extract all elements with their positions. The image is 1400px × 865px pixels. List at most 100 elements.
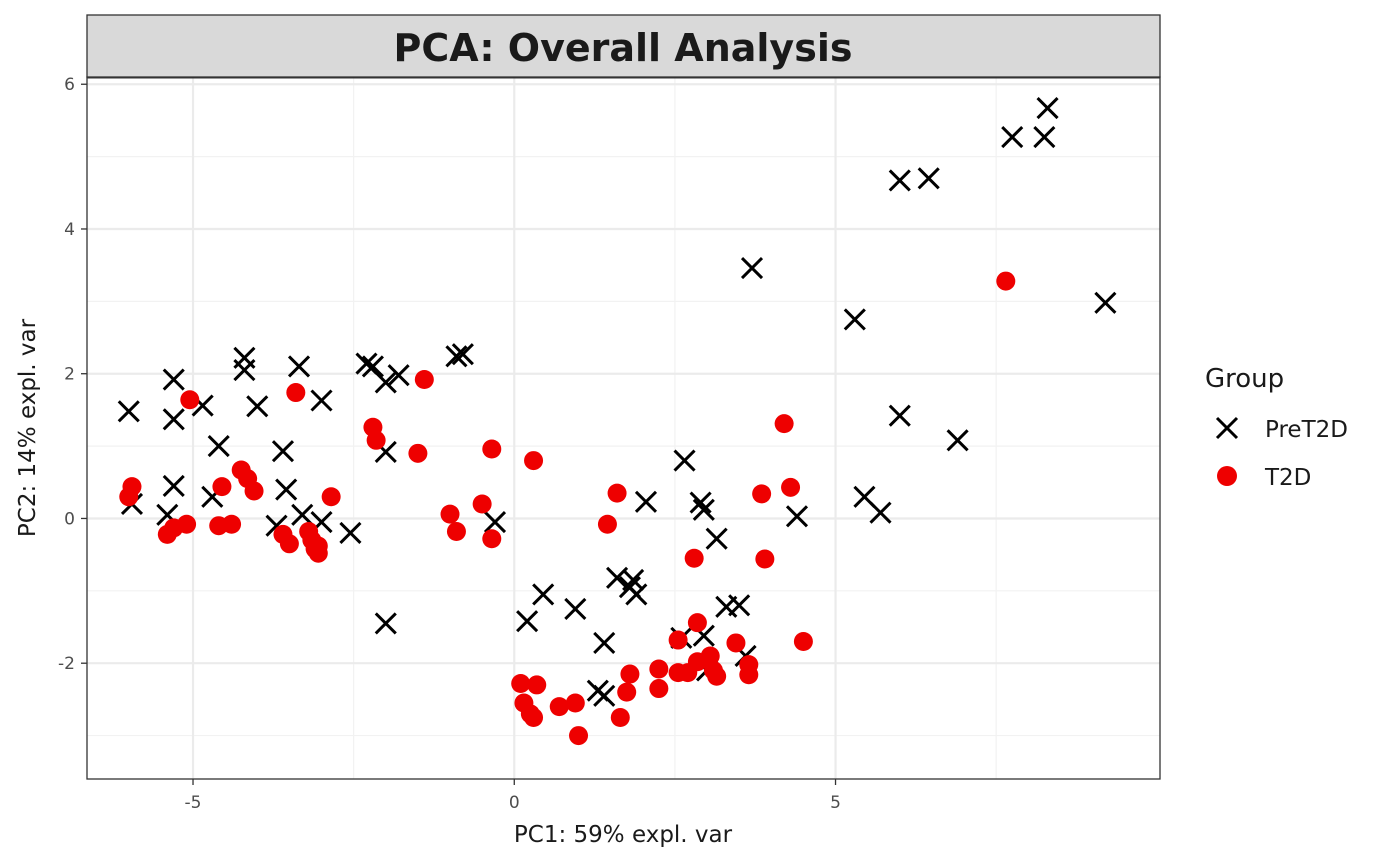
point-pret2d — [785, 505, 809, 528]
point-pret2d — [946, 429, 969, 452]
legend: Group PreT2D T2D — [1205, 364, 1348, 491]
point-t2d — [649, 659, 669, 679]
point-t2d — [739, 665, 759, 685]
point-t2d — [222, 514, 242, 534]
point-t2d — [286, 383, 306, 403]
point-t2d — [755, 549, 775, 569]
point-t2d — [774, 414, 794, 434]
y-axis-title: PC2: 14% expl. var — [15, 318, 41, 537]
point-pret2d — [271, 440, 295, 463]
point-t2d — [668, 630, 688, 650]
point-pret2d — [593, 631, 616, 655]
point-pret2d — [361, 355, 384, 378]
point-t2d — [707, 666, 727, 686]
point-pret2d — [843, 308, 866, 331]
point-pret2d — [207, 435, 230, 458]
series-t2d — [119, 271, 1016, 746]
point-pret2d — [888, 169, 911, 192]
point-t2d — [527, 675, 547, 695]
y-tick-label: 4 — [64, 220, 75, 240]
point-t2d — [687, 613, 707, 633]
point-pret2d — [374, 612, 397, 635]
point-pret2d — [593, 684, 616, 707]
point-t2d — [244, 481, 264, 501]
point-t2d — [726, 633, 746, 653]
legend-x-marker-icon — [1215, 416, 1239, 440]
point-pret2d — [387, 364, 410, 387]
point-t2d — [414, 370, 434, 390]
point-pret2d — [1094, 291, 1117, 314]
point-t2d — [617, 682, 637, 702]
y-tick-label: 2 — [64, 365, 75, 385]
x-axis: -5 0 5 — [185, 779, 841, 813]
point-t2d — [212, 477, 232, 497]
point-pret2d — [564, 597, 587, 620]
point-pret2d — [673, 449, 696, 472]
point-pret2d — [246, 395, 269, 418]
point-t2d — [524, 707, 544, 727]
major-gridlines — [87, 77, 1160, 779]
point-t2d — [549, 697, 569, 717]
point-t2d — [565, 693, 585, 713]
y-axis: -2 0 2 4 6 — [58, 75, 87, 674]
series-pret2d — [117, 97, 1117, 707]
point-pret2d — [162, 368, 185, 391]
point-pret2d — [339, 521, 362, 544]
x-tick-label: 0 — [509, 793, 520, 813]
point-t2d — [482, 439, 502, 459]
point-t2d — [511, 673, 531, 693]
point-t2d — [996, 271, 1016, 291]
point-pret2d — [483, 511, 507, 534]
legend-key-t2d: T2D — [1217, 465, 1311, 491]
point-t2d — [781, 477, 801, 497]
point-pret2d — [287, 355, 311, 378]
point-pret2d — [162, 408, 185, 431]
point-t2d — [472, 494, 492, 514]
point-pret2d — [275, 478, 298, 501]
x-tick-label: -5 — [185, 793, 202, 813]
point-pret2d — [445, 345, 468, 368]
point-t2d — [793, 631, 813, 651]
point-pret2d — [1036, 97, 1059, 120]
point-pret2d — [117, 400, 140, 423]
point-pret2d — [740, 256, 764, 280]
point-t2d — [440, 504, 460, 524]
point-t2d — [684, 548, 704, 568]
point-pret2d — [625, 583, 648, 606]
point-pret2d — [869, 501, 892, 524]
point-t2d — [752, 484, 772, 504]
chart-title: PCA: Overall Analysis — [394, 26, 853, 70]
point-pret2d — [634, 490, 658, 513]
point-t2d — [597, 514, 617, 534]
point-t2d — [482, 529, 502, 549]
point-pret2d — [917, 167, 940, 190]
point-pret2d — [888, 404, 911, 427]
point-t2d — [408, 443, 428, 463]
point-t2d — [321, 487, 341, 507]
point-pret2d — [728, 594, 751, 617]
point-pret2d — [374, 371, 397, 394]
point-pret2d — [355, 352, 378, 375]
point-pret2d — [310, 389, 333, 412]
point-t2d — [607, 483, 627, 503]
point-t2d — [446, 521, 466, 541]
point-pret2d — [1033, 126, 1056, 149]
point-t2d — [366, 430, 386, 450]
point-pret2d — [451, 343, 474, 366]
point-pret2d — [1001, 126, 1024, 149]
point-t2d — [610, 707, 630, 727]
point-pret2d — [162, 474, 185, 497]
point-pret2d — [532, 583, 555, 606]
point-t2d — [180, 390, 200, 410]
minor-gridlines — [87, 77, 1160, 779]
legend-title: Group — [1205, 364, 1284, 394]
point-t2d — [279, 534, 299, 554]
point-t2d — [649, 679, 669, 699]
point-t2d — [620, 664, 640, 684]
legend-label-t2d: T2D — [1264, 465, 1311, 491]
point-pret2d — [689, 491, 712, 514]
point-t2d — [569, 726, 589, 746]
point-pret2d — [705, 527, 728, 550]
point-t2d — [524, 451, 544, 471]
